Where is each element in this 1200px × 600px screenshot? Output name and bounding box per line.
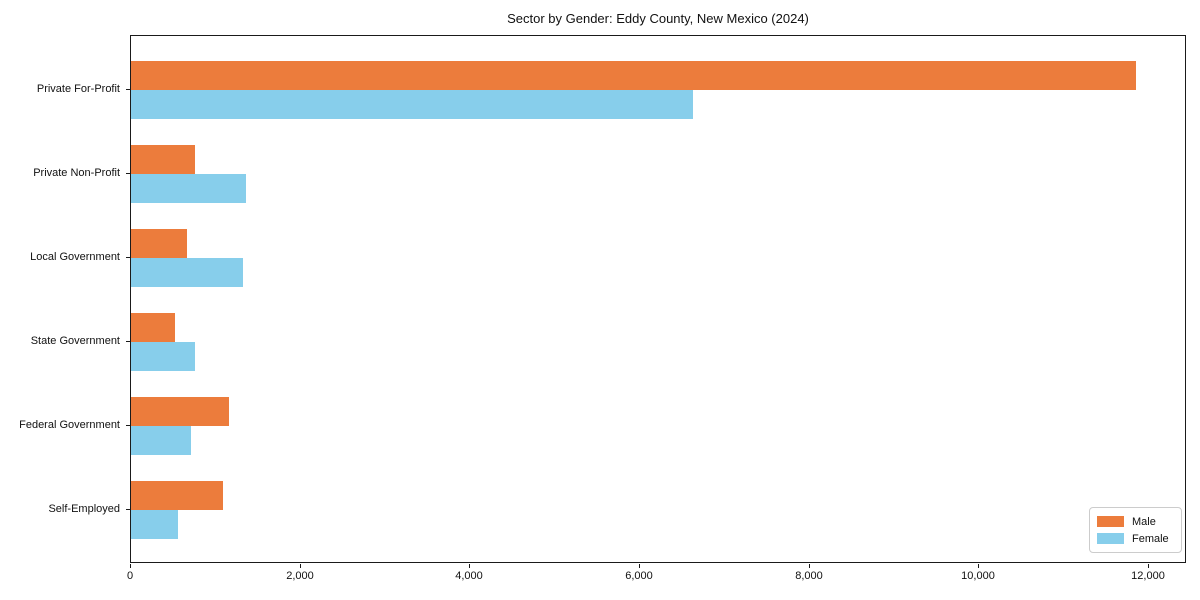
ytick-mark	[126, 89, 130, 90]
bar-male-2	[131, 229, 187, 258]
ytick-label: Federal Government	[19, 419, 120, 431]
xtick-mark	[1148, 564, 1149, 568]
xtick-mark	[469, 564, 470, 568]
ytick-label: Private Non-Profit	[33, 167, 120, 179]
ytick-mark	[126, 341, 130, 342]
ytick-mark	[126, 509, 130, 510]
xtick-label: 0	[126, 570, 134, 582]
ytick-label: Self-Employed	[48, 503, 120, 515]
bar-female-5	[131, 510, 178, 539]
xtick-mark	[639, 564, 640, 568]
xtick-mark	[978, 564, 979, 568]
bar-female-4	[131, 426, 191, 455]
ytick-mark	[126, 173, 130, 174]
ytick-mark	[126, 257, 130, 258]
bar-male-4	[131, 397, 229, 426]
ytick-mark	[126, 425, 130, 426]
bar-female-3	[131, 342, 195, 371]
xtick-label: 8,000	[795, 570, 823, 582]
bar-male-5	[131, 481, 223, 510]
bar-female-1	[131, 174, 246, 203]
bar-female-2	[131, 258, 243, 287]
legend-label: Male	[1132, 515, 1156, 528]
legend-item-female: Female	[1097, 533, 1181, 545]
male-swatch-icon	[1097, 516, 1124, 527]
legend-label: Female	[1132, 532, 1169, 545]
legend: Male Female	[1089, 507, 1182, 553]
bar-female-0	[131, 90, 693, 119]
xtick-label: 2,000	[286, 570, 314, 582]
xtick-label: 6,000	[625, 570, 653, 582]
bar-male-1	[131, 145, 195, 174]
xtick-label: 4,000	[455, 570, 483, 582]
female-swatch-icon	[1097, 533, 1124, 544]
xtick-label: 12,000	[1131, 570, 1165, 582]
ytick-label: Private For-Profit	[36, 83, 120, 95]
ytick-label: State Government	[30, 335, 120, 347]
plot-area: Male Female	[130, 35, 1186, 563]
xtick-mark	[809, 564, 810, 568]
xtick-mark	[130, 564, 131, 568]
chart-title: Sector by Gender: Eddy County, New Mexic…	[507, 11, 809, 26]
ytick-label: Local Government	[30, 251, 120, 263]
xtick-mark	[300, 564, 301, 568]
bar-male-0	[131, 61, 1136, 90]
legend-item-male: Male	[1097, 516, 1181, 528]
xtick-label: 10,000	[961, 570, 995, 582]
bar-male-3	[131, 313, 175, 342]
